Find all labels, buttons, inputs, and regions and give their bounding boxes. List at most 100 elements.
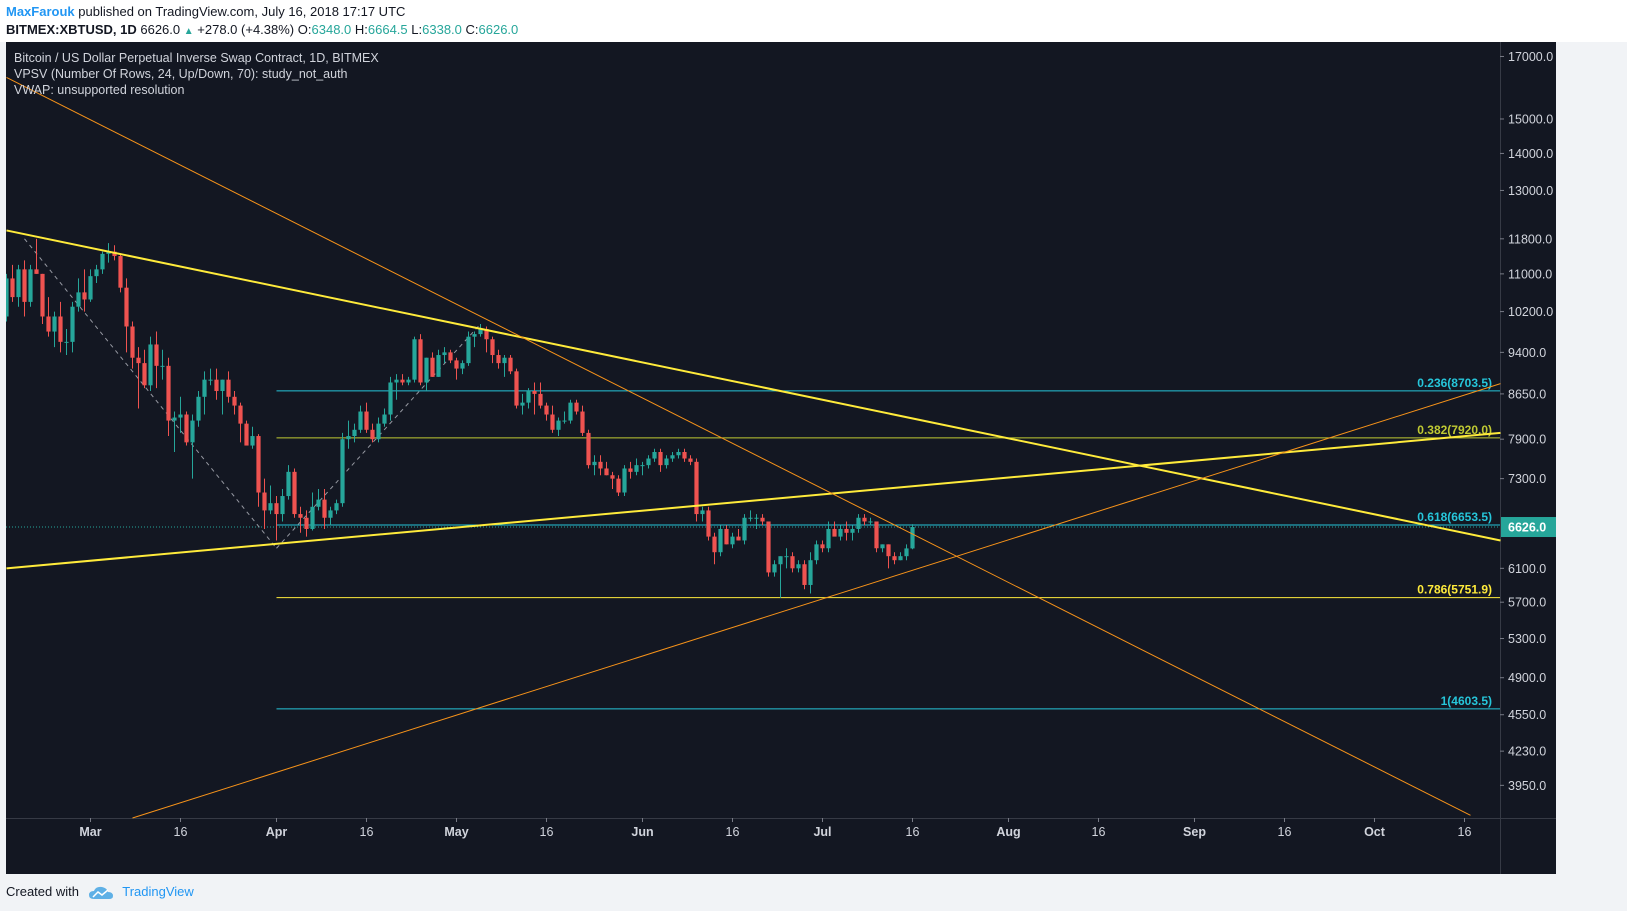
time-tick-label: Jun	[631, 825, 653, 839]
candle-down	[238, 405, 243, 424]
candle-up	[412, 339, 417, 380]
close-value: 6626.0	[478, 22, 519, 37]
price-tick-label: 7300.0	[1508, 472, 1546, 486]
candle-up	[52, 316, 57, 332]
candle-up	[208, 379, 213, 381]
candle-up	[340, 439, 345, 504]
candle-up	[466, 336, 471, 364]
candle-down	[364, 411, 369, 430]
symbol-label: BITMEX:XBTUSD, 1D	[6, 22, 137, 37]
candle-down	[22, 269, 27, 302]
price-chart[interactable]: 0.236(8703.5) 0.382(7920.0) 0.618(6653.5) 0…	[4, 42, 1556, 874]
candle-up	[646, 458, 651, 466]
time-tick-label: 16	[726, 825, 740, 839]
candle-up	[742, 517, 747, 541]
candle-up	[472, 334, 477, 337]
candle-up	[286, 471, 291, 497]
candle-up	[718, 528, 723, 553]
candle-up	[652, 451, 657, 459]
candle-up	[70, 306, 75, 342]
price-tick-label: 4900.0	[1508, 671, 1546, 685]
candle-up	[220, 379, 225, 392]
tradingview-link[interactable]: TradingView	[122, 884, 194, 899]
price-tick-label: 17000.0	[1508, 50, 1553, 64]
candle-up	[100, 253, 105, 270]
price-tick-label: 5700.0	[1508, 596, 1546, 610]
candle-up	[778, 556, 783, 565]
price-tick-label: 13000.0	[1508, 184, 1553, 198]
candle-down	[232, 396, 237, 406]
time-tick-label: May	[444, 825, 468, 839]
candle-down	[496, 355, 501, 364]
candle-up	[502, 357, 507, 364]
candle-up	[424, 357, 429, 383]
price-tick-label: 4550.0	[1508, 708, 1546, 722]
last-price-tag	[1501, 517, 1556, 538]
time-tick-label: 16	[1278, 825, 1292, 839]
candle-down	[262, 492, 267, 511]
candle-down	[448, 352, 453, 361]
candle-up	[346, 436, 351, 440]
candle-down	[490, 339, 495, 356]
candle-down	[304, 517, 309, 529]
candle-down	[256, 436, 261, 493]
candle-down	[892, 556, 897, 561]
candle-up	[754, 517, 759, 519]
candle-up	[160, 365, 165, 367]
candle-up	[76, 292, 81, 307]
author-link[interactable]: MaxFarouk	[6, 4, 75, 19]
candle-up	[556, 420, 561, 430]
price-tick-label: 11000.0	[1508, 267, 1552, 281]
candle-up	[4, 278, 9, 317]
candle-up	[904, 548, 909, 557]
candle-up	[202, 379, 207, 397]
candle-down	[118, 256, 123, 288]
candle-up	[838, 528, 843, 537]
candle-down	[604, 468, 609, 476]
fib-level-label: 0.618(6653.5)	[1417, 510, 1492, 524]
candle-up	[898, 556, 903, 561]
price-tick-label: 4230.0	[1508, 745, 1546, 759]
time-tick-label: 16	[540, 825, 554, 839]
price-tick-label: 15000.0	[1508, 112, 1553, 126]
candle-up	[436, 355, 441, 377]
dashed-swing-line	[24, 238, 277, 549]
price-tick-label: 11800.0	[1508, 232, 1552, 246]
legend-vwap: VWAP: unsupported resolution	[14, 83, 185, 97]
chart-area[interactable]: 0.236(8703.5) 0.382(7920.0) 0.618(6653.5) 0…	[4, 42, 1556, 874]
candle-down	[628, 468, 633, 472]
candle-up	[382, 414, 387, 424]
candle-up	[310, 506, 315, 529]
time-tick-label: Aug	[996, 825, 1020, 839]
price-change: +278.0 (+4.38%)	[197, 22, 295, 37]
legend-vpsv: VPSV (Number Of Rows, 24, Up/Down, 70): …	[14, 67, 348, 81]
time-tick-label: 16	[906, 825, 920, 839]
candle-down	[532, 391, 537, 394]
high-value: 6664.5	[367, 22, 408, 37]
candle-down	[514, 371, 519, 406]
fib-level-label: 1(4603.5)	[1441, 694, 1492, 708]
candle-down	[538, 393, 543, 406]
candle-up	[28, 269, 33, 302]
candle-down	[844, 528, 849, 533]
candle-down	[874, 521, 879, 549]
candle-up	[670, 455, 675, 459]
candle-up	[664, 458, 669, 466]
fib-level-label: 0.382(7920.0)	[1417, 423, 1492, 437]
legend-title: Bitcoin / US Dollar Perpetual Inverse Sw…	[14, 51, 379, 65]
candle-up	[856, 517, 861, 529]
candle-down	[454, 360, 459, 369]
price-tick-label: 6626.0	[1508, 521, 1546, 535]
open-label: O:	[297, 22, 312, 37]
publish-line: MaxFarouk published on TradingView.com, …	[6, 4, 405, 19]
candle-down	[790, 556, 795, 569]
candle-up	[562, 420, 567, 422]
time-tick-label: 16	[360, 825, 374, 839]
candle-up	[808, 560, 813, 585]
candle-up	[358, 411, 363, 430]
candle-down	[832, 528, 837, 537]
candle-up	[520, 402, 525, 406]
candle-up	[316, 499, 321, 507]
time-tick-label: 16	[1092, 825, 1106, 839]
candle-down	[508, 357, 513, 372]
